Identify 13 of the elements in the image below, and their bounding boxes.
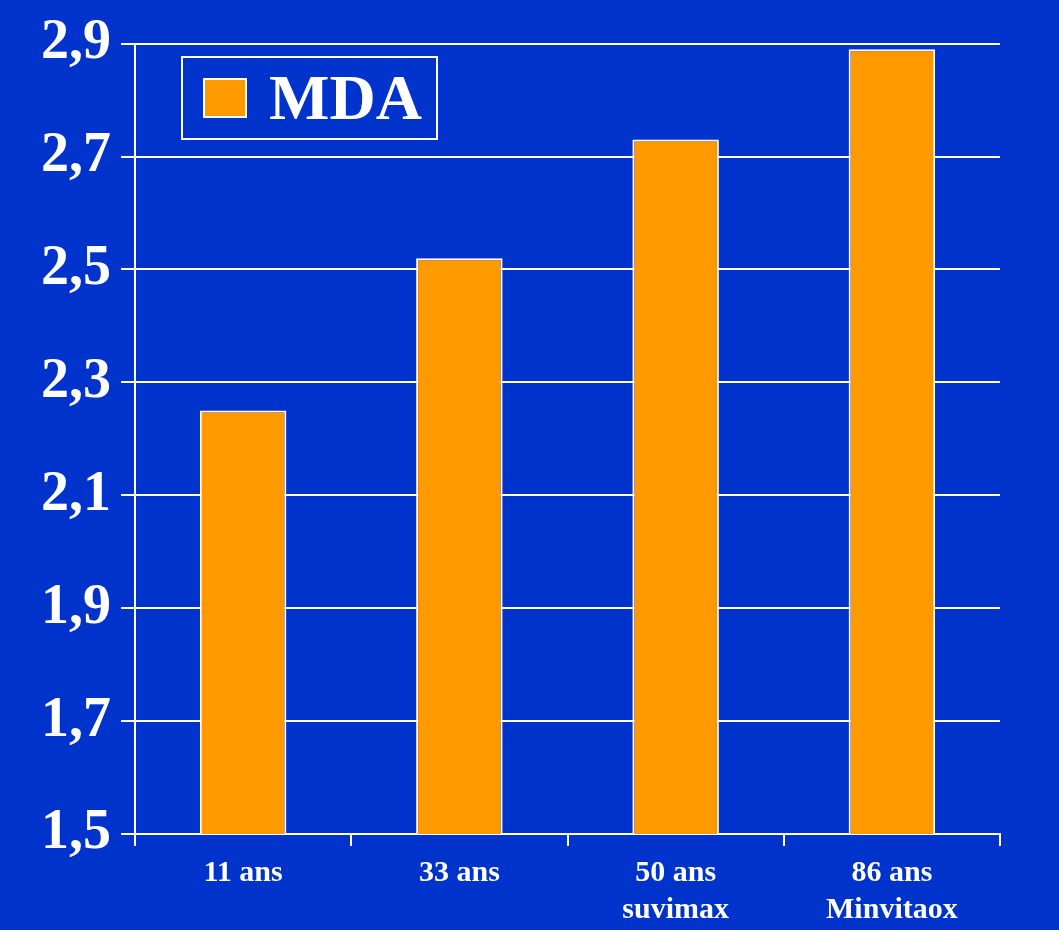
y-tick-label: 1,5 — [41, 798, 111, 861]
x-tick-label: 11 ans — [203, 853, 283, 887]
y-tick-label: 1,7 — [41, 685, 111, 748]
x-tick-label: 33 ans — [418, 853, 500, 887]
x-tick-label: 86 ans Minvitaox — [826, 853, 958, 924]
x-tick-label: 50 ans suvimax — [622, 853, 729, 924]
y-tick-label: 2,7 — [41, 120, 111, 183]
y-tick-label: 2,1 — [41, 459, 111, 522]
legend-label: MDA — [269, 61, 422, 133]
y-tick-label: 2,5 — [41, 233, 111, 296]
y-tick-label: 2,9 — [41, 8, 111, 71]
y-tick-label: 2,3 — [41, 346, 111, 409]
y-tick-label: 1,9 — [41, 572, 111, 635]
